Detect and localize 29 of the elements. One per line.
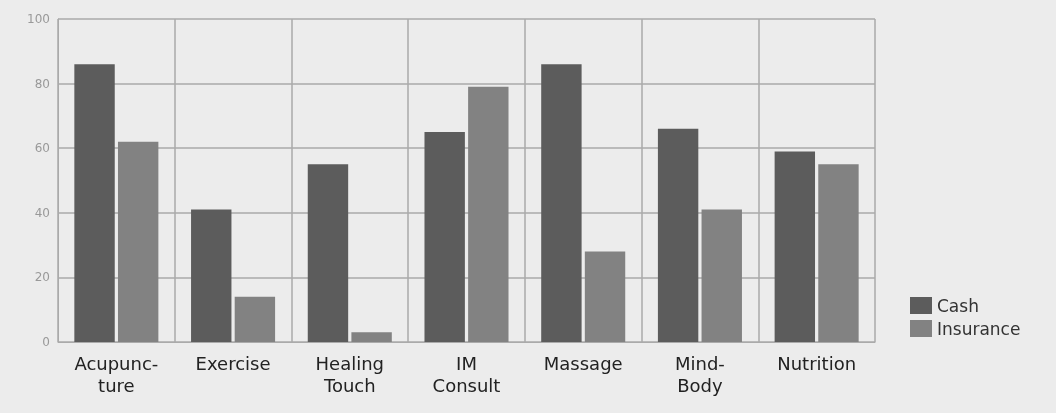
bar [351, 332, 392, 342]
bar [191, 209, 232, 342]
x-tick-label: IM Consult [432, 352, 501, 396]
y-tick-label: 40 [34, 205, 50, 220]
y-tick-label: 80 [34, 76, 50, 91]
bar [468, 86, 509, 342]
x-tick-label: Massage [543, 352, 623, 374]
bar [584, 251, 626, 342]
bar [541, 64, 582, 342]
x-tick-label: Nutrition [777, 352, 857, 374]
bar [657, 128, 699, 342]
legend-label: Insurance [937, 318, 1021, 339]
y-tick-label: 100 [27, 12, 50, 26]
bar [307, 164, 349, 342]
x-tick-label: Healing Touch [315, 352, 385, 396]
x-tick-label: Acupunc- ture [74, 352, 159, 396]
legend-label: Cash [937, 295, 979, 316]
bar [117, 141, 159, 342]
bar [818, 164, 859, 342]
y-tick-label: 20 [34, 270, 50, 285]
x-tick-label: Exercise [195, 352, 271, 374]
bar [74, 64, 115, 342]
x-tick-label: Mind- Body [674, 352, 725, 396]
y-tick-label: 60 [34, 141, 50, 156]
bar [234, 296, 276, 342]
y-tick-label: 0 [42, 335, 50, 349]
bar [701, 209, 742, 342]
bar [424, 132, 465, 342]
bar [774, 151, 816, 342]
